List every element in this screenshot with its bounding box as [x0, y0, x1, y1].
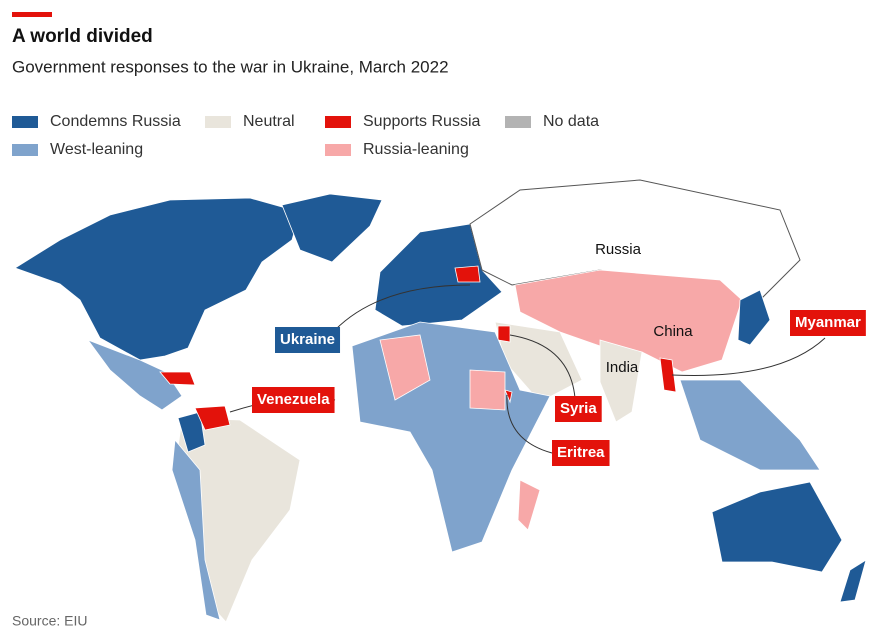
legend-label: Condemns Russia: [50, 113, 181, 130]
callout-box: [275, 327, 341, 353]
legend-swatch: [205, 116, 231, 128]
legend-swatch: [12, 116, 38, 128]
callout-line: [506, 394, 553, 454]
north-america: [14, 197, 301, 361]
callout: Eritrea: [552, 440, 610, 466]
legend-label: Neutral: [243, 113, 295, 130]
australia: [711, 481, 843, 573]
legend-swatch: [505, 116, 531, 128]
callout: Venezuela: [252, 387, 335, 413]
eritrea: [504, 389, 513, 404]
callout-label: Eritrea: [557, 444, 605, 461]
legend-swatch: [12, 144, 38, 156]
venezuela: [194, 405, 231, 431]
india: [599, 339, 643, 423]
source: Source: EIU: [12, 613, 87, 629]
madagascar: [517, 479, 541, 531]
map: Russia China India Ukraine Venezuela Syria Eri…: [14, 179, 867, 623]
myanmar: [659, 357, 677, 393]
callout-box: [790, 310, 866, 336]
map-labels: Russia China India Ukraine Venezuela Syria Eri…: [252, 241, 866, 466]
japan: [737, 289, 771, 346]
legend-label: No data: [543, 113, 599, 130]
callout: Myanmar: [790, 310, 866, 336]
callout-box: [552, 440, 610, 466]
legend-label: Russia-leaning: [363, 141, 469, 158]
andes: [171, 439, 221, 621]
callout-line: [671, 337, 826, 376]
country-label: China: [653, 323, 693, 340]
sudan: [469, 369, 506, 411]
callout-label: Ukraine: [280, 331, 335, 348]
asia: [514, 269, 743, 373]
callout-box: [555, 396, 602, 422]
legend: Condemns Russia West-leaning Neutral Suppor…: [12, 113, 599, 158]
country-label: Russia: [595, 241, 642, 258]
cuba: [159, 371, 196, 386]
africa-west: [379, 334, 431, 401]
mexico: [86, 339, 183, 411]
accent-bar: [12, 12, 52, 17]
country-label: India: [606, 359, 639, 376]
title: A world divided: [12, 26, 153, 47]
legend-swatch: [325, 116, 351, 128]
callout-label: Syria: [560, 400, 597, 417]
callout-label: Venezuela: [257, 391, 330, 408]
callout-box: [252, 387, 335, 413]
belarus: [454, 265, 481, 283]
callout-label: Myanmar: [795, 314, 861, 331]
callout-line: [509, 334, 576, 399]
colombia: [177, 411, 206, 453]
callout-line: [334, 284, 471, 331]
syria: [497, 325, 511, 343]
callout: Ukraine: [275, 327, 341, 353]
europe: [374, 223, 503, 327]
callout: Syria: [555, 396, 602, 422]
subtitle: Government responses to the war in Ukrai…: [12, 57, 449, 76]
greenland: [281, 193, 383, 263]
southeast-asia: [679, 379, 821, 471]
legend-swatch: [325, 144, 351, 156]
legend-label: West-leaning: [50, 141, 143, 158]
legend-label: Supports Russia: [363, 113, 480, 130]
new-zealand: [839, 559, 867, 603]
